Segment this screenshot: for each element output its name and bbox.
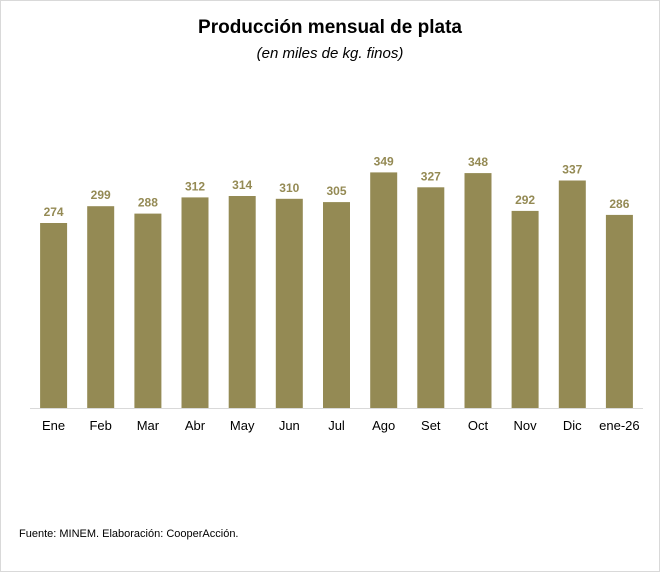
x-tick-label-Nov: Nov (514, 418, 538, 433)
bar-Abr (181, 197, 209, 408)
x-tick-label-Ene: Ene (42, 418, 65, 433)
data-label-Nov: 292 (515, 193, 535, 207)
x-tick-label-Dic: Dic (563, 418, 582, 433)
x-tick-label-Oct: Oct (468, 418, 489, 433)
bar-ene-26 (605, 214, 633, 408)
bar-Jul (323, 202, 350, 408)
source-note: Fuente: MINEM. Elaboración: CooperAcción… (19, 528, 239, 540)
bar-May (228, 196, 256, 408)
data-label-Ago: 349 (374, 154, 394, 168)
x-tick-label-Mar: Mar (137, 418, 160, 433)
data-label-Dic: 337 (562, 163, 582, 177)
bar-Nov (511, 210, 539, 408)
x-tick-label-Set: Set (421, 418, 441, 433)
bar-Ene (40, 223, 68, 408)
x-tick-label-Ago: Ago (372, 418, 395, 433)
bar-Mar (134, 213, 162, 408)
data-label-Set: 327 (421, 169, 441, 183)
data-label-Jun: 310 (279, 181, 299, 195)
data-label-Feb: 299 (91, 188, 111, 202)
bar-Feb (87, 206, 115, 408)
x-tick-label-ene-26: ene-26 (599, 418, 639, 433)
x-tick-label-Feb: Feb (89, 418, 111, 433)
data-label-ene-26: 286 (609, 197, 629, 211)
data-label-May: 314 (232, 178, 252, 192)
data-label-Abr: 312 (185, 179, 205, 193)
bar-Ago (370, 172, 398, 408)
x-tick-label-Jul: Jul (328, 418, 345, 433)
x-tick-label-Abr: Abr (185, 418, 206, 433)
chart-subtitle: (en miles de kg. finos) (256, 45, 404, 62)
x-tick-label-May: May (230, 418, 255, 433)
data-label-Ene: 274 (44, 205, 64, 219)
data-label-Mar: 288 (138, 196, 158, 210)
bar-Jun (275, 198, 303, 409)
bar-Set (417, 187, 445, 408)
data-label-Jul: 305 (326, 184, 346, 198)
chart-title: Producción mensual de plata (198, 17, 462, 38)
data-label-Oct: 348 (468, 155, 488, 169)
x-tick-label-Jun: Jun (279, 418, 300, 433)
bar-Dic (558, 180, 586, 408)
bar-Oct (464, 173, 492, 408)
